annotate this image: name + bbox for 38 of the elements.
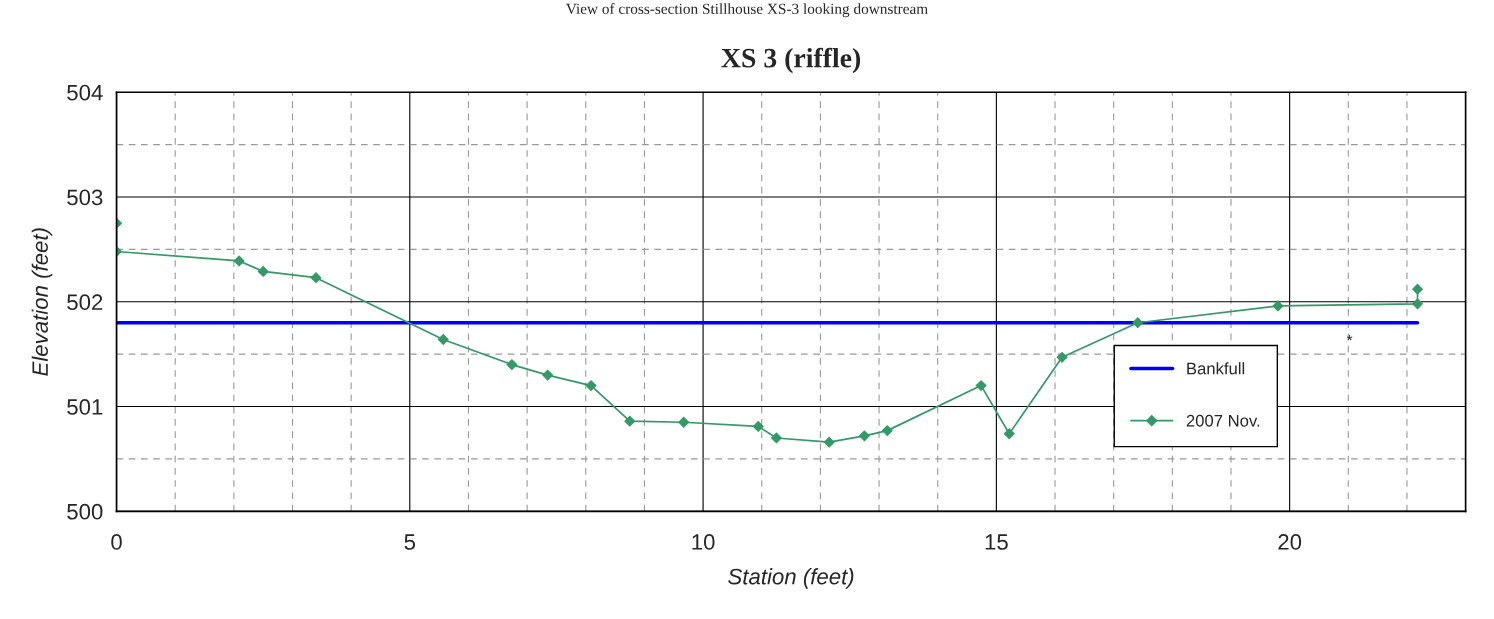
point	[975, 380, 987, 392]
point	[310, 272, 322, 284]
point	[823, 436, 835, 448]
legend-label: Bankfull	[1187, 362, 1245, 375]
point	[1272, 300, 1284, 312]
point	[233, 255, 245, 267]
point	[858, 430, 870, 442]
y-tick-label: 503	[67, 189, 103, 206]
point	[1003, 428, 1015, 440]
chart-title: XS 3 (riffle)	[721, 47, 861, 74]
point	[585, 380, 597, 392]
point	[506, 359, 518, 371]
x-tick-label: 10	[692, 534, 715, 550]
chart-subtitle: View of cross-section Stillhouse XS-3 looking downstream	[566, 3, 928, 18]
point	[542, 369, 554, 381]
point	[437, 334, 449, 345]
point	[624, 415, 636, 427]
legend-label: 2007 Nov.	[1186, 414, 1260, 427]
point	[678, 416, 690, 428]
point	[257, 265, 269, 277]
x-tick-label: 0	[111, 534, 122, 550]
point	[881, 425, 893, 437]
point	[752, 421, 764, 432]
x-tick-label: 20	[1278, 534, 1302, 550]
x-tick-label: 5	[404, 534, 416, 550]
point	[1412, 298, 1423, 310]
y-tick-label: 501	[67, 399, 103, 415]
y-axis-title: Elevation (feet)	[31, 228, 53, 376]
y-tick-label: 504	[67, 84, 103, 101]
point	[1412, 283, 1423, 295]
point	[1132, 317, 1144, 329]
y-tick-label: 500	[67, 503, 103, 520]
point	[1056, 351, 1068, 363]
y-tick-label: 502	[67, 294, 103, 311]
annotation: *	[1346, 335, 1353, 341]
x-axis-title: Station (feet)	[728, 568, 854, 589]
point	[770, 432, 782, 444]
x-tick-label: 15	[985, 534, 1008, 550]
